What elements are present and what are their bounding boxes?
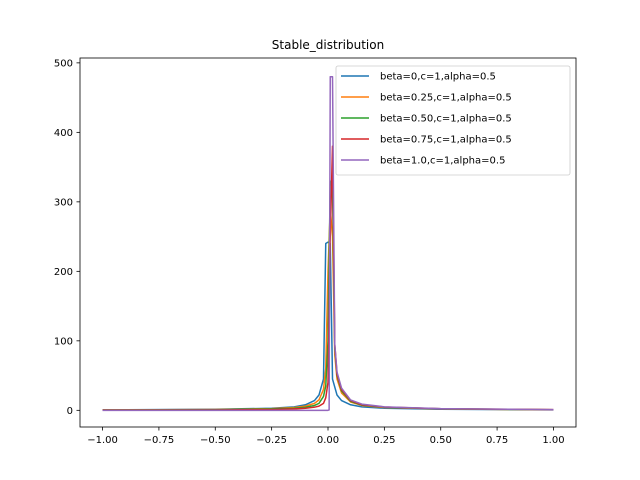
y-tick-label: 200 [54, 267, 73, 278]
legend-label-1: beta=0,c=1,alpha=0.5 [380, 72, 496, 83]
chart-title: Stable_distribution [272, 38, 384, 52]
y-tick-label: 400 [54, 128, 73, 139]
x-tick-label: 0.50 [430, 435, 452, 446]
y-tick-label: 100 [54, 336, 73, 347]
legend-label-5: beta=1.0,c=1,alpha=0.5 [380, 156, 505, 167]
axes-layer: −1.00 −0.75 −0.50 −0.25 0.00 0.25 0.50 0.75 1.00… [54, 57, 577, 446]
x-tick-label: 0.25 [373, 435, 395, 446]
y-tick-label: 0 [67, 406, 73, 417]
series-layer [102, 76, 554, 412]
x-tick-label: 1.00 [542, 435, 564, 446]
x-tick-label: −0.25 [256, 435, 287, 446]
legend-label-4: beta=0.75,c=1,alpha=0.5 [380, 135, 512, 146]
series-line-5 [102, 76, 554, 412]
y-tick-label: 300 [54, 197, 73, 208]
legend-label-2: beta=0.25,c=1,alpha=0.5 [380, 93, 512, 104]
x-tick-label: 0.75 [486, 435, 508, 446]
x-tick-label: −0.75 [144, 435, 175, 446]
legend-box [335, 65, 571, 176]
legend-label-3: beta=0.50,c=1,alpha=0.5 [380, 114, 512, 125]
x-tick-label: −1.00 [87, 435, 118, 446]
x-tick-label: 0.00 [317, 435, 339, 446]
y-tick-label: 500 [54, 58, 73, 69]
legend: beta=0,c=1,alpha=0.5 beta=0.25,c=1,alpha=… [335, 65, 571, 176]
x-tick-label: −0.50 [200, 435, 231, 446]
